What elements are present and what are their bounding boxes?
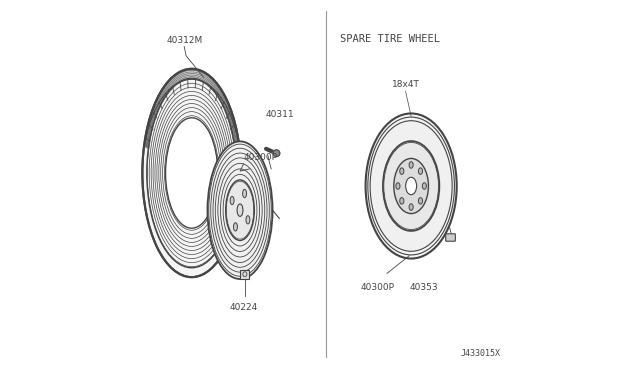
Ellipse shape [400, 198, 404, 204]
Text: J433015X: J433015X [460, 349, 500, 358]
Text: SPARE TIRE WHEEL: SPARE TIRE WHEEL [340, 34, 440, 44]
Ellipse shape [207, 141, 273, 279]
Ellipse shape [166, 118, 218, 228]
Ellipse shape [365, 113, 457, 259]
Text: 40312M: 40312M [166, 36, 202, 45]
Ellipse shape [230, 196, 234, 205]
Bar [241, 270, 250, 279]
Text: 40311: 40311 [266, 110, 294, 119]
Ellipse shape [237, 204, 243, 217]
Ellipse shape [142, 69, 241, 277]
Ellipse shape [422, 183, 426, 189]
FancyBboxPatch shape [445, 234, 456, 241]
Ellipse shape [396, 183, 400, 189]
Ellipse shape [243, 189, 246, 198]
Text: 40300P: 40300P [244, 153, 278, 162]
Ellipse shape [419, 198, 422, 204]
Circle shape [273, 150, 280, 157]
Ellipse shape [246, 216, 250, 224]
Ellipse shape [409, 162, 413, 168]
Ellipse shape [409, 204, 413, 210]
Text: 40353: 40353 [410, 283, 438, 292]
Ellipse shape [400, 168, 404, 174]
Ellipse shape [147, 78, 237, 268]
Ellipse shape [394, 158, 428, 214]
Ellipse shape [419, 168, 422, 174]
Ellipse shape [234, 223, 237, 231]
Text: 40300P: 40300P [361, 283, 395, 292]
Ellipse shape [370, 121, 452, 251]
Ellipse shape [406, 177, 417, 195]
Text: 40224: 40224 [230, 303, 258, 312]
Text: 18x4T: 18x4T [392, 80, 419, 89]
Ellipse shape [226, 180, 254, 240]
Ellipse shape [383, 141, 440, 231]
